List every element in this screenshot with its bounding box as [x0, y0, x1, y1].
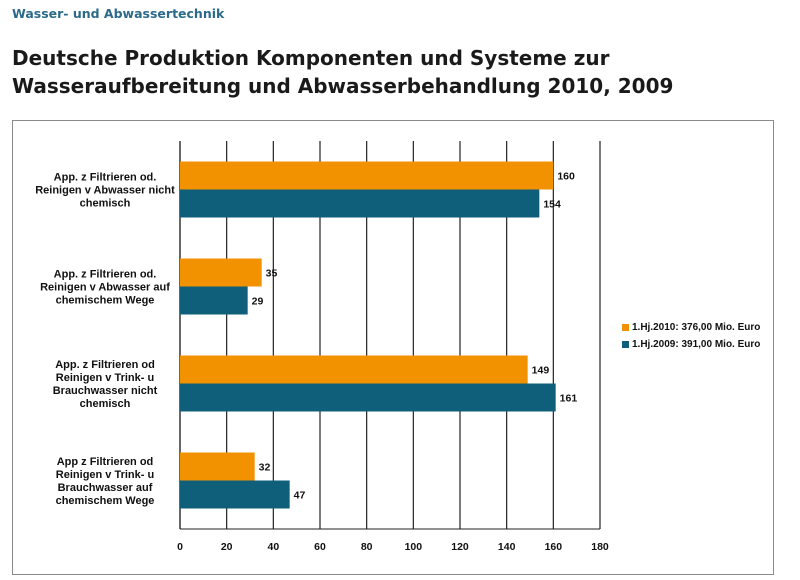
value-label-2009-0: 154 [543, 199, 561, 211]
category-label-2-2: Brauchwasser nicht [53, 385, 158, 397]
x-tick-label-160: 160 [545, 541, 563, 553]
x-tick-label-120: 120 [451, 541, 469, 553]
legend-item-2009: 1.Hj.2009: 391,00 Mio. Euro [622, 337, 760, 351]
category-label-0-2: chemisch [80, 198, 131, 210]
bar-2010-0 [180, 161, 554, 190]
value-label-2010-3: 32 [259, 462, 271, 474]
x-tick-label-0: 0 [177, 541, 183, 553]
x-tick-label-40: 40 [267, 541, 279, 553]
x-tick-label-140: 140 [498, 541, 516, 553]
category-label-2-3: chemisch [80, 398, 131, 410]
bar-2009-0 [180, 189, 540, 218]
category-label-1-1: Reinigen v Abwasser auf [40, 282, 170, 294]
bar-2010-3 [180, 452, 255, 481]
x-tick-label-180: 180 [591, 541, 609, 553]
bar-2009-2 [180, 383, 556, 412]
x-tick-label-60: 60 [314, 541, 326, 553]
bar-2009-1 [180, 286, 248, 315]
category-label-3-0: App z Filtrieren od [57, 456, 154, 468]
legend-label-2009: 1.Hj.2009: 391,00 Mio. Euro [632, 338, 761, 350]
category-label-2-1: Reinigen v Trink- u [56, 372, 154, 384]
category-label-1-0: App. z Filtrieren od. [54, 269, 157, 281]
title-line-1: Deutsche Produktion Komponenten und Syst… [12, 46, 610, 70]
category-label-3-3: chemischem Wege [56, 495, 155, 507]
chart-frame: 0 20 40 60 80 100 120 140 160 180 160 154 App. z Fil… [12, 120, 774, 575]
section-label: Wasser- und Abwassertechnik [12, 6, 225, 21]
legend-swatch-2009 [622, 340, 629, 348]
value-label-2009-1: 29 [252, 296, 264, 308]
value-label-2010-0: 160 [557, 171, 575, 183]
category-label-1-2: chemischem Wege [56, 295, 155, 307]
value-label-2010-1: 35 [266, 268, 278, 280]
category-label-0-0: App. z Filtrieren od. [54, 172, 157, 184]
bar-2010-2 [180, 355, 528, 384]
value-label-2010-2: 149 [532, 365, 550, 377]
legend-label-2010: 1.Hj.2010: 376,00 Mio. Euro [632, 321, 761, 333]
legend-swatch-2010 [622, 323, 629, 331]
legend: 1.Hj.2010: 376,00 Mio. Euro 1.Hj.2009: 3… [622, 320, 760, 354]
bar-2010-1 [180, 258, 262, 287]
legend-item-2010: 1.Hj.2010: 376,00 Mio. Euro [622, 320, 760, 334]
category-label-3-2: Brauchwasser auf [58, 482, 153, 494]
page-title: Deutsche Produktion Komponenten und Syst… [12, 44, 712, 100]
title-line-2: Wasseraufbereitung und Abwasserbehandlun… [12, 74, 674, 98]
x-tick-label-100: 100 [405, 541, 423, 553]
x-tick-label-80: 80 [361, 541, 373, 553]
category-label-2-0: App. z Filtrieren od [55, 359, 155, 371]
bar-2009-3 [180, 480, 290, 509]
category-label-3-1: Reinigen v Trink- u [56, 469, 154, 481]
category-label-0-1: Reinigen v Abwasser nicht [35, 185, 175, 197]
value-label-2009-3: 47 [294, 490, 306, 502]
bar-chart: 0 20 40 60 80 100 120 140 160 180 160 154 App. z Fil… [35, 141, 609, 553]
value-label-2009-2: 161 [560, 393, 578, 405]
x-tick-label-20: 20 [221, 541, 233, 553]
